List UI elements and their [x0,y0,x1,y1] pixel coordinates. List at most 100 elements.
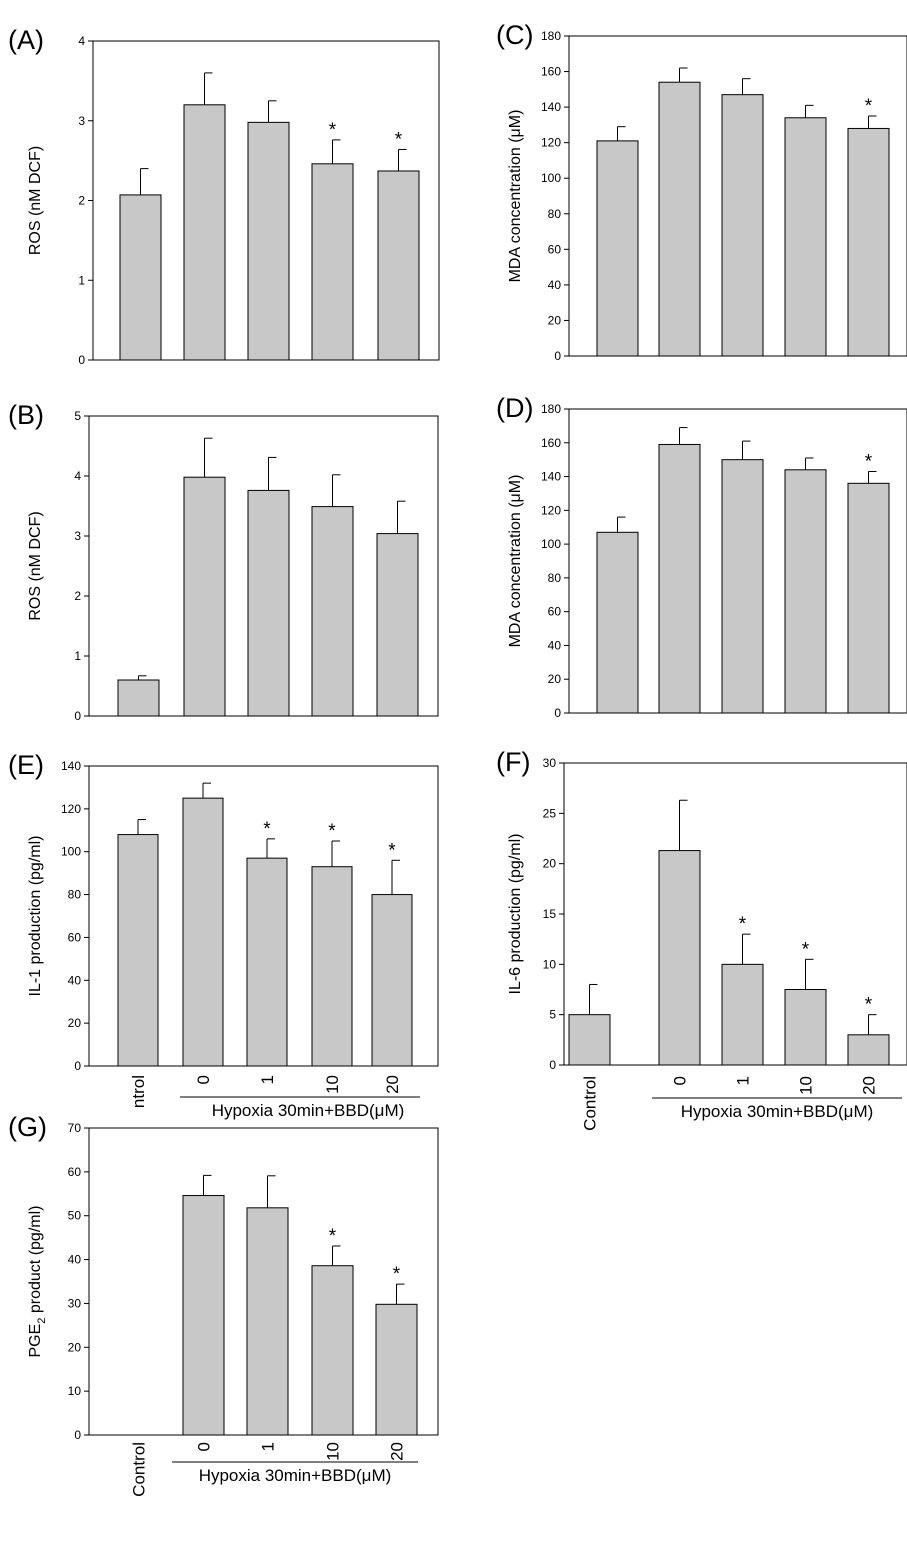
group-label: Hypoxia 30min+BBD(μM) [681,1102,874,1121]
category-label: 0 [194,1075,213,1084]
y-tick-label: 80 [548,571,562,585]
y-tick-label: 40 [548,278,562,292]
y-tick-label: 180 [541,29,561,43]
y-tick-label: 120 [61,802,81,816]
panel-letter: (G) [8,1112,47,1142]
category-label: Control [130,1442,149,1497]
y-tick-label: 60 [548,242,562,256]
y-tick-label: 160 [541,65,561,79]
significance-star: * [865,451,873,472]
bar [311,866,353,1067]
category-label: 10 [797,1076,816,1095]
bar [784,469,827,714]
bar [246,857,288,1067]
y-axis-label: IL-1 production (pg/ml) [27,836,44,997]
y-tick-label: 20 [68,1016,82,1030]
category-label: 1 [259,1442,278,1451]
significance-star: * [263,819,271,840]
bar [119,194,162,361]
y-tick-label: 100 [61,845,81,859]
y-tick-label: 100 [541,537,561,551]
significance-star: * [802,939,810,960]
panel-letter: (B) [8,400,44,430]
bar [784,989,827,1066]
y-tick-label: 160 [541,436,561,450]
bar [847,482,890,714]
category-label: ntrol [129,1075,148,1108]
y-tick-label: 4 [74,469,81,483]
y-tick-label: 60 [68,930,82,944]
y-tick-label: 60 [68,1165,82,1179]
bar [311,1265,354,1436]
y-tick-label: 30 [543,756,557,770]
bar [371,894,413,1067]
y-tick-label: 60 [548,605,562,619]
bar [183,476,226,717]
y-tick-label: 3 [78,114,85,128]
y-tick-label: 3 [74,529,81,543]
bar [377,170,420,361]
category-label: 20 [860,1076,879,1095]
bar [376,533,419,717]
y-tick-label: 140 [61,759,81,773]
bar [596,531,639,714]
bar [721,94,764,357]
bar [311,163,354,361]
y-tick-label: 1 [78,273,85,287]
category-label: 1 [258,1075,277,1084]
significance-star: * [388,840,396,861]
bar [117,679,160,717]
panel-letter: (C) [496,20,533,50]
y-tick-label: 0 [78,353,85,367]
bar [596,140,639,357]
bar [847,127,890,357]
significance-star: * [395,129,403,150]
panel-letter: (D) [496,393,533,423]
y-tick-label: 20 [548,672,562,686]
y-tick-label: 20 [543,857,557,871]
y-axis-label: ROS (nM DCF) [27,511,44,620]
bar [721,963,764,1066]
significance-star: * [329,120,337,141]
y-tick-label: 140 [541,470,561,484]
significance-star: * [865,995,873,1016]
y-tick-label: 5 [74,409,81,423]
bar [658,443,701,714]
category-label: 20 [388,1442,407,1461]
bar [784,117,827,357]
y-tick-label: 25 [543,806,557,820]
y-tick-label: 40 [548,638,562,652]
y-tick-label: 15 [543,907,557,921]
category-label: 0 [671,1076,690,1085]
y-tick-label: 80 [548,207,562,221]
panel-d: (D) 0 20 40 60 80 100 120 140 160 180 MDA concentra… [496,393,907,720]
panel-a: (A) 0 1 2 3 4 ROS (nM DCF) * * [8,25,440,367]
y-tick-label: 40 [68,973,82,987]
y-tick-label: 120 [541,503,561,517]
y-tick-label: 40 [68,1253,82,1267]
bar [247,121,290,361]
panel-b: (B) 0 1 2 3 4 5 ROS (nM DCF) [8,400,439,723]
category-label: 1 [734,1076,753,1085]
y-tick-label: 10 [543,957,557,971]
bar [568,1014,611,1066]
category-label: 20 [383,1075,402,1094]
y-axis-label: ROS (nM DCF) [27,146,44,255]
bar [847,1034,890,1066]
bar [182,1195,225,1436]
y-axis-label: IL-6 production (pg/ml) [507,834,524,995]
y-tick-label: 0 [74,1428,81,1442]
y-tick-label: 120 [541,136,561,150]
group-label: Hypoxia 30min+BBD(μM) [212,1101,405,1120]
y-tick-label: 140 [541,100,561,114]
y-tick-label: 30 [68,1296,82,1310]
y-tick-label: 0 [554,349,561,363]
bar [658,81,701,357]
y-tick-label: 20 [548,313,562,327]
bar [182,797,224,1067]
y-tick-label: 180 [541,402,561,416]
panel-c: (C) 0 20 40 60 80 100 120 140 160 180 MDA concentra… [496,20,907,363]
